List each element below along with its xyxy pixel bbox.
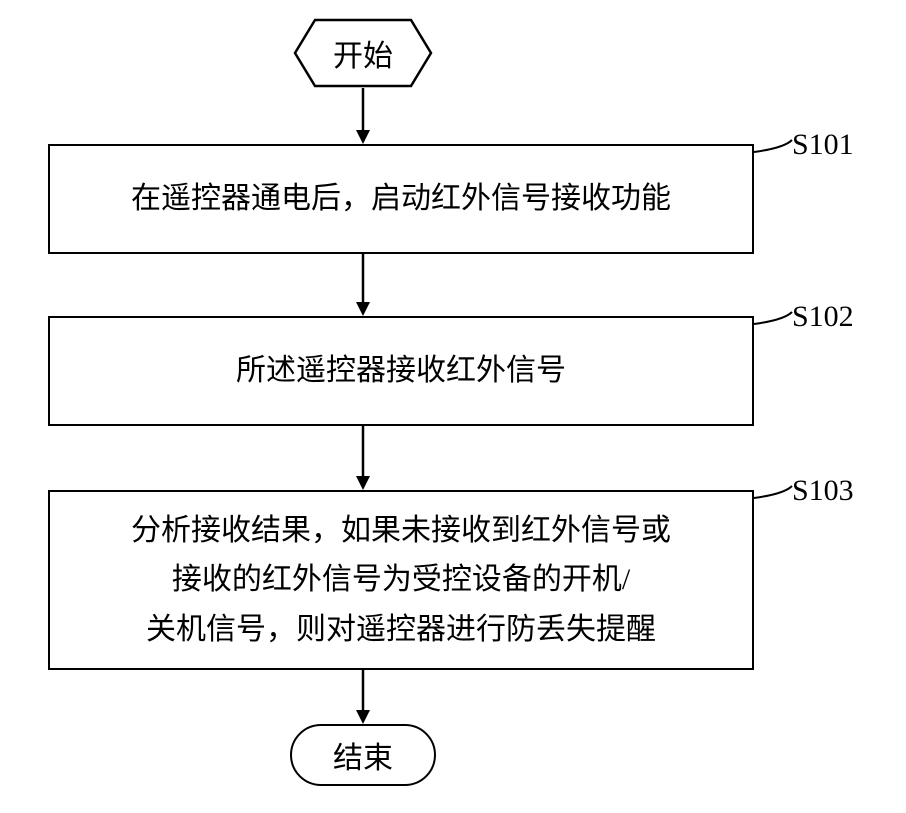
flowchart-canvas: 开始 在遥控器通电后，启动红外信号接收功能 S101 所述遥控器接收红外信号 S… [0,0,906,813]
step-s103-box: 分析接收结果，如果未接收到红外信号或接收的红外信号为受控设备的开机/关机信号，则… [48,490,754,670]
step-label-s102: S102 [792,300,854,334]
end-node: 结束 [290,724,436,786]
start-label: 开始 [333,31,393,75]
step-label-s101: S101 [792,128,854,162]
connector-curve-s102 [754,302,794,332]
start-node: 开始 [293,18,433,88]
step-label-s103: S103 [792,474,854,508]
step-s102-text: 所述遥控器接收红外信号 [236,346,566,396]
arrow-s103-end [353,670,373,724]
arrow-start-s101 [353,88,373,144]
arrow-s102-s103 [353,426,373,490]
end-label: 结束 [333,733,393,777]
connector-curve-s101 [754,130,794,160]
connector-curve-s103 [754,476,794,506]
step-s101-box: 在遥控器通电后，启动红外信号接收功能 [48,144,754,254]
arrow-s101-s102 [353,254,373,316]
step-s102-box: 所述遥控器接收红外信号 [48,316,754,426]
step-s101-text: 在遥控器通电后，启动红外信号接收功能 [131,174,671,224]
step-s103-text: 分析接收结果，如果未接收到红外信号或接收的红外信号为受控设备的开机/关机信号，则… [131,506,671,655]
